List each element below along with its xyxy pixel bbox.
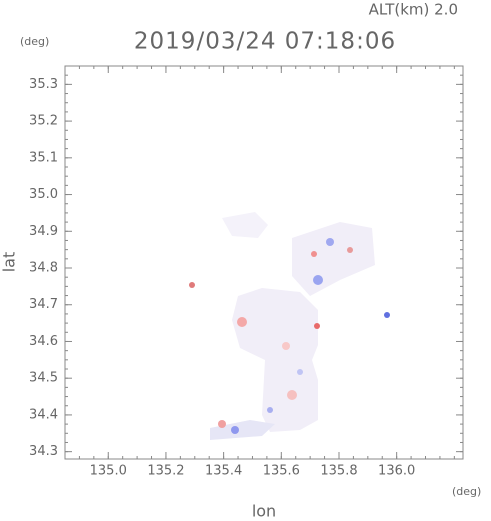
chart-title: 2019/03/24 07:18:06 <box>134 29 396 55</box>
y-tick-label: 35.0 <box>29 187 58 202</box>
y-tick-label: 35.1 <box>29 150 58 165</box>
plot-frame <box>64 65 464 460</box>
x-tick-label: 136.0 <box>378 464 415 479</box>
y-tick-label: 34.5 <box>29 371 58 386</box>
y-unit: (deg) <box>20 35 49 48</box>
altitude-label: ALT(km) 2.0 <box>369 1 458 19</box>
y-tick-label: 34.9 <box>29 224 58 239</box>
y-axis-label: lat <box>0 252 19 273</box>
y-tick-label: 34.8 <box>29 261 58 276</box>
radar-echo <box>189 212 390 440</box>
y-tick-label: 34.6 <box>29 334 58 349</box>
y-tick-label: 34.4 <box>29 407 58 422</box>
y-tick-label: 35.3 <box>29 77 58 92</box>
x-tick-label: 135.8 <box>320 464 357 479</box>
x-tick-label: 135.2 <box>147 464 184 479</box>
x-axis-label: lon <box>252 502 276 521</box>
x-tick-label: 135.4 <box>205 464 242 479</box>
x-tick-label: 135.0 <box>90 464 127 479</box>
x-unit: (deg) <box>452 485 481 498</box>
x-tick-label: 135.6 <box>263 464 300 479</box>
y-tick-label: 34.3 <box>29 444 58 459</box>
y-tick-label: 34.7 <box>29 297 58 312</box>
y-tick-label: 35.2 <box>29 114 58 129</box>
